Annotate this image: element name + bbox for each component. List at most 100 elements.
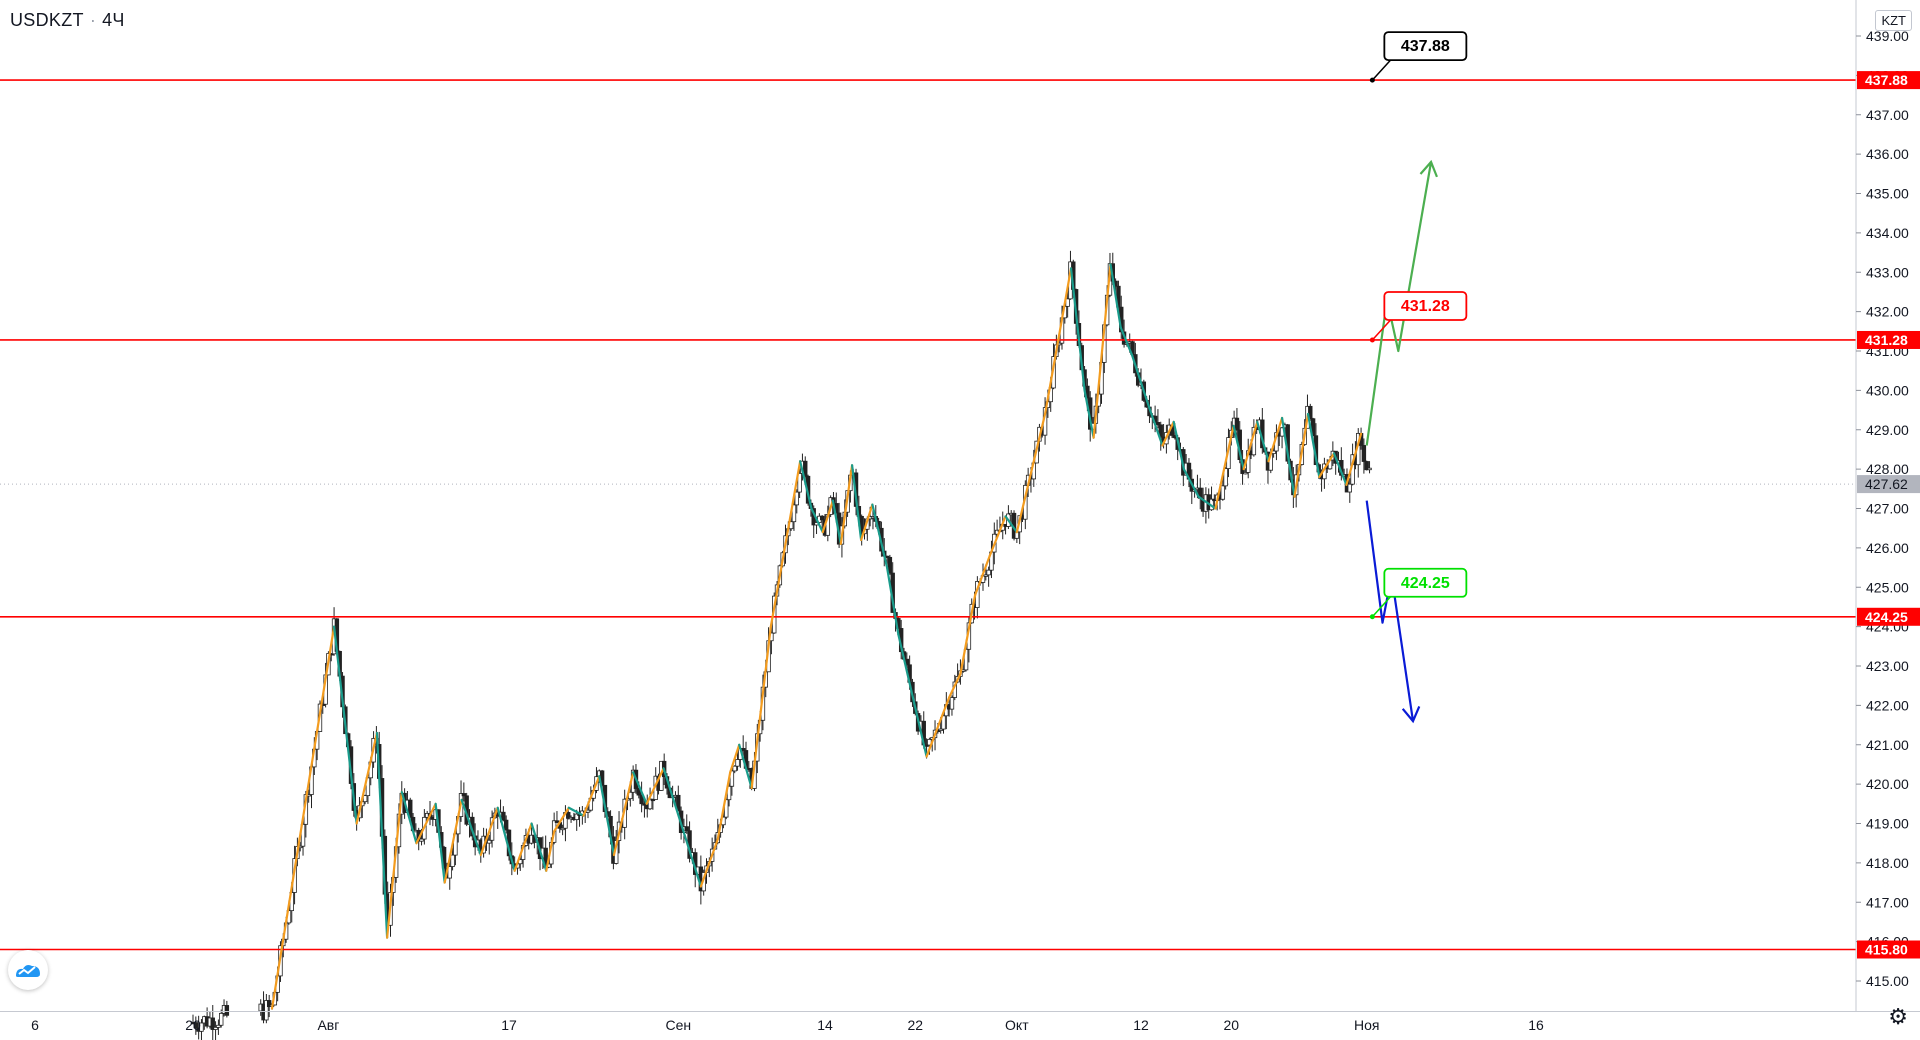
y-tick-label: 415.00 <box>1866 973 1909 989</box>
candle-body <box>193 1022 199 1029</box>
zigzag-down-segment <box>1109 263 1122 329</box>
candle-body <box>676 794 681 812</box>
zigzag-down-segment <box>662 767 702 888</box>
zigzag-up-segment <box>415 802 437 845</box>
candle-body <box>419 838 424 842</box>
zigzag-up-segment <box>729 743 741 774</box>
candle-body <box>791 504 797 523</box>
candle-body <box>887 556 893 574</box>
x-tick-label: 16 <box>1528 1017 1544 1033</box>
zigzag-up-segment <box>270 625 336 1010</box>
zigzag-down-segment <box>400 790 418 845</box>
level-price-badge <box>1857 330 1920 349</box>
y-tick-label: 433.00 <box>1866 264 1909 280</box>
x-tick-label: 14 <box>817 1017 833 1033</box>
price-axis[interactable]: 415.00416.00417.00418.00419.00420.00421.… <box>1856 28 1920 989</box>
candle-body <box>983 574 989 577</box>
zigzag-up-segment <box>699 838 719 888</box>
zigzag-up-segment <box>582 775 601 817</box>
y-tick-label: 435.00 <box>1866 186 1909 202</box>
candle-body <box>219 1012 224 1026</box>
zigzag-down-segment <box>332 625 358 825</box>
forecast-down-arrow-head <box>1401 705 1421 724</box>
time-axis[interactable]: 6 20 Авг 17 Сен 14 22 Окт 12 20 Ноя 16 <box>31 1017 1544 1033</box>
zigzag-up-segment <box>821 499 835 534</box>
gear-icon[interactable]: ⚙ <box>1888 1004 1908 1029</box>
y-tick-label: 428.00 <box>1866 461 1909 477</box>
y-tick-label: 418.00 <box>1866 855 1909 871</box>
zigzag-down-segment <box>632 771 648 805</box>
candle-body <box>199 1022 204 1032</box>
y-tick-label: 439.00 <box>1866 28 1909 44</box>
tradingview-logo-icon[interactable] <box>8 950 48 990</box>
zigzag-down-segment <box>799 460 813 510</box>
zigzag-up-segment <box>716 771 732 841</box>
zigzag-up-segment <box>612 771 635 857</box>
zigzag-down-segment <box>1332 452 1348 486</box>
zigzag-up-segment <box>1015 412 1047 534</box>
zigzag-up-segment <box>948 672 962 699</box>
zigzag-up-segment <box>839 464 854 546</box>
y-tick-label: 429.00 <box>1866 422 1909 438</box>
x-tick-label: Авг <box>317 1017 339 1033</box>
zigzag-down-segment <box>567 806 585 817</box>
candle-body <box>639 794 644 805</box>
zigzag-down-segment <box>1083 389 1095 439</box>
zigzag-down-segment <box>1280 416 1296 498</box>
zigzag-down-segment <box>1004 515 1018 534</box>
zigzag-down-segment <box>460 798 482 857</box>
candle-body <box>1234 417 1240 431</box>
callout-pointer <box>1371 57 1407 81</box>
zigzag-down-segment <box>871 503 889 569</box>
callout-pointer <box>1371 594 1407 618</box>
candle-body <box>1364 461 1369 471</box>
candle-body <box>560 827 565 831</box>
currency-badge[interactable]: KZT <box>1875 10 1912 31</box>
x-tick-label: Сен <box>665 1017 691 1033</box>
candle-body <box>216 1024 221 1028</box>
zigzag-up-segment <box>545 830 556 872</box>
zigzag-down-segment <box>850 464 863 542</box>
zigzag-down-segment <box>810 507 824 534</box>
zigzag-up-segment <box>443 798 463 884</box>
zigzag-down-segment <box>738 743 753 790</box>
candlestick-series <box>190 250 1372 1040</box>
candle-body <box>408 799 413 818</box>
zigzag-down-segment <box>496 806 516 872</box>
zigzag-down-segment <box>1232 424 1245 471</box>
zigzag-up-segment <box>1214 424 1235 510</box>
candle-body <box>487 839 492 844</box>
callout-box <box>1383 31 1468 61</box>
x-tick-label: Ноя <box>1354 1017 1379 1033</box>
y-tick-label: 432.00 <box>1866 304 1909 320</box>
zigzag-up-segment <box>513 822 533 872</box>
candle-body <box>650 798 656 802</box>
forecast-up-arrow-head <box>1419 159 1438 178</box>
candle-body <box>797 473 802 493</box>
y-tick-label: 436.00 <box>1866 146 1909 162</box>
candle-body <box>732 765 737 772</box>
candle-body <box>735 759 740 767</box>
zigzag-up-segment <box>750 625 772 790</box>
zigzag-down-segment <box>1119 326 1134 357</box>
callout-box <box>1383 291 1468 321</box>
x-tick-label: 20 <box>185 1017 201 1033</box>
zigzag-up-segment <box>988 515 1007 557</box>
last-price-badge <box>1857 475 1920 494</box>
y-tick-label: 419.00 <box>1866 816 1909 832</box>
zigzag-down-segment <box>1182 468 1200 498</box>
callout-anchor <box>1369 614 1375 620</box>
callout-box <box>1383 567 1468 598</box>
zigzag-up-segment <box>769 460 802 628</box>
candle-body <box>684 826 689 832</box>
candle-body <box>554 820 560 823</box>
callout-label: 431.28 <box>1401 298 1450 315</box>
horizontal-levels <box>0 79 1856 951</box>
y-tick-label: 426.00 <box>1866 540 1909 556</box>
zigzag-up-segment <box>1318 452 1336 479</box>
zigzag-up-segment <box>1161 420 1175 447</box>
symbol-title[interactable]: USDKZT · 4Ч <box>10 10 125 31</box>
zigzag-up-segment <box>479 806 499 857</box>
zigzag-up-segment <box>355 731 379 825</box>
